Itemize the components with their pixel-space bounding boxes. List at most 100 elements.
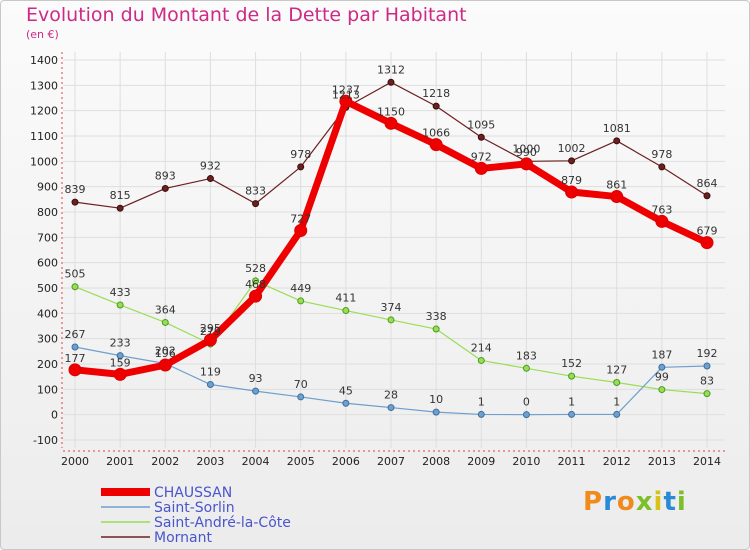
data-point-saint-andre-la-cote: [477, 356, 485, 364]
data-point-mornant: [161, 184, 169, 192]
data-label-chaussan: 727: [290, 212, 311, 225]
data-point-chaussan: [610, 190, 624, 204]
data-label-saint-sorlin: 93: [249, 372, 263, 385]
data-label-saint-andre-la-cote: 127: [606, 363, 627, 376]
logo-letter: i: [676, 487, 687, 517]
data-point-saint-andre-la-cote: [522, 364, 530, 372]
y-tick-label: 0: [51, 409, 58, 422]
x-tick-label: 2003: [196, 455, 224, 468]
data-point-chaussan: [565, 185, 579, 199]
data-label-chaussan: 763: [651, 203, 672, 216]
data-label-mornant: 815: [110, 189, 131, 202]
data-label-mornant: 1213: [332, 88, 360, 101]
data-label-mornant: 978: [651, 148, 672, 161]
data-label-saint-sorlin: 119: [200, 366, 221, 379]
axes: -100010020030040050060070080090010001100…: [30, 52, 725, 468]
x-tick-label: 2010: [512, 455, 540, 468]
series-lines: [68, 78, 714, 419]
x-tick-label: 2000: [61, 455, 89, 468]
data-point-saint-sorlin: [477, 410, 485, 418]
data-point-mornant: [703, 192, 711, 200]
data-label-mornant: 978: [290, 148, 311, 161]
chart-title: Evolution du Montant de la Dette par Hab…: [26, 4, 467, 26]
y-tick-label: 200: [37, 358, 58, 371]
data-point-mornant: [477, 133, 485, 141]
logo-letter: P: [583, 487, 604, 517]
x-tick-label: 2009: [467, 455, 495, 468]
legend-label-mornant: Mornant: [154, 530, 212, 546]
data-label-saint-andre-la-cote: 433: [110, 286, 131, 299]
logo-letter: i: [653, 487, 664, 517]
data-point-mornant: [658, 163, 666, 171]
data-point-saint-andre-la-cote: [568, 372, 576, 380]
data-point-mornant: [432, 102, 440, 110]
data-point-saint-andre-la-cote: [703, 390, 711, 398]
data-label-chaussan: 972: [471, 150, 492, 163]
data-point-saint-sorlin: [297, 393, 305, 401]
data-label-saint-andre-la-cote: 505: [65, 268, 86, 281]
chart-subtitle: (en €): [26, 28, 59, 41]
data-point-chaussan: [700, 236, 714, 250]
data-point-chaussan: [294, 223, 308, 237]
y-tick-label: 400: [37, 307, 58, 320]
data-point-chaussan: [429, 138, 443, 152]
data-point-chaussan: [384, 116, 398, 130]
data-label-saint-andre-la-cote: 374: [381, 301, 402, 314]
data-label-saint-andre-la-cote: 152: [561, 357, 582, 370]
data-label-chaussan: 295: [200, 322, 221, 335]
data-label-chaussan: 196: [155, 347, 176, 360]
data-label-saint-andre-la-cote: 364: [155, 303, 176, 316]
data-label-saint-andre-la-cote: 183: [516, 349, 537, 362]
data-label-saint-sorlin: 202: [155, 344, 176, 357]
data-label-saint-sorlin: 28: [384, 389, 398, 402]
logo-letter: t: [663, 487, 677, 517]
data-label-mornant: 833: [245, 185, 266, 198]
data-point-saint-andre-la-cote: [161, 318, 169, 326]
data-label-chaussan: 468: [245, 278, 266, 291]
data-point-saint-andre-la-cote: [252, 277, 260, 285]
y-tick-label: 700: [37, 231, 58, 244]
data-label-saint-andre-la-cote: 411: [335, 292, 356, 305]
data-point-mornant: [387, 78, 395, 86]
data-label-chaussan: 990: [516, 146, 537, 159]
data-label-chaussan: 159: [110, 356, 131, 369]
y-tick-label: 1100: [30, 130, 58, 143]
data-point-mornant: [206, 175, 214, 183]
data-label-mornant: 1218: [422, 87, 450, 100]
data-label-saint-andre-la-cote: 449: [290, 282, 311, 295]
data-point-chaussan: [68, 363, 82, 377]
y-tick-label: 100: [37, 383, 58, 396]
data-label-saint-andre-la-cote: 214: [471, 341, 492, 354]
legend-label-saint-andre-la-cote: Saint-André-la-Côte: [154, 515, 291, 531]
grid: [63, 52, 725, 448]
data-label-saint-sorlin: 1: [613, 395, 620, 408]
x-tick-label: 2014: [693, 455, 721, 468]
data-label-chaussan: 1237: [332, 83, 360, 96]
data-label-saint-andre-la-cote: 338: [426, 310, 447, 323]
data-label-chaussan: 879: [561, 174, 582, 187]
logo-letter: x: [635, 487, 654, 517]
x-tick-label: 2006: [332, 455, 360, 468]
data-point-chaussan: [655, 214, 669, 228]
data-label-mornant: 893: [155, 169, 176, 182]
x-tick-label: 2001: [106, 455, 134, 468]
y-tick-label: 1300: [30, 79, 58, 92]
data-point-saint-sorlin: [703, 362, 711, 370]
data-point-saint-andre-la-cote: [658, 386, 666, 394]
data-label-saint-sorlin: 192: [697, 347, 718, 360]
data-point-chaussan: [203, 333, 217, 347]
data-label-mornant: 932: [200, 160, 221, 173]
x-tick-label: 2004: [242, 455, 270, 468]
y-tick-label: 1400: [30, 54, 58, 67]
data-label-mornant: 1095: [467, 118, 495, 131]
data-point-chaussan: [158, 358, 172, 372]
data-label-saint-sorlin: 187: [651, 348, 672, 361]
y-tick-label: 800: [37, 206, 58, 219]
data-label-chaussan: 1150: [377, 105, 405, 118]
legend-label-saint-sorlin: Saint-Sorlin: [154, 500, 235, 516]
data-point-chaussan: [519, 157, 533, 171]
data-label-saint-sorlin: 10: [429, 393, 443, 406]
data-label-mornant: 1312: [377, 63, 405, 76]
y-tick-label: -100: [33, 434, 58, 447]
data-point-saint-sorlin: [387, 404, 395, 412]
